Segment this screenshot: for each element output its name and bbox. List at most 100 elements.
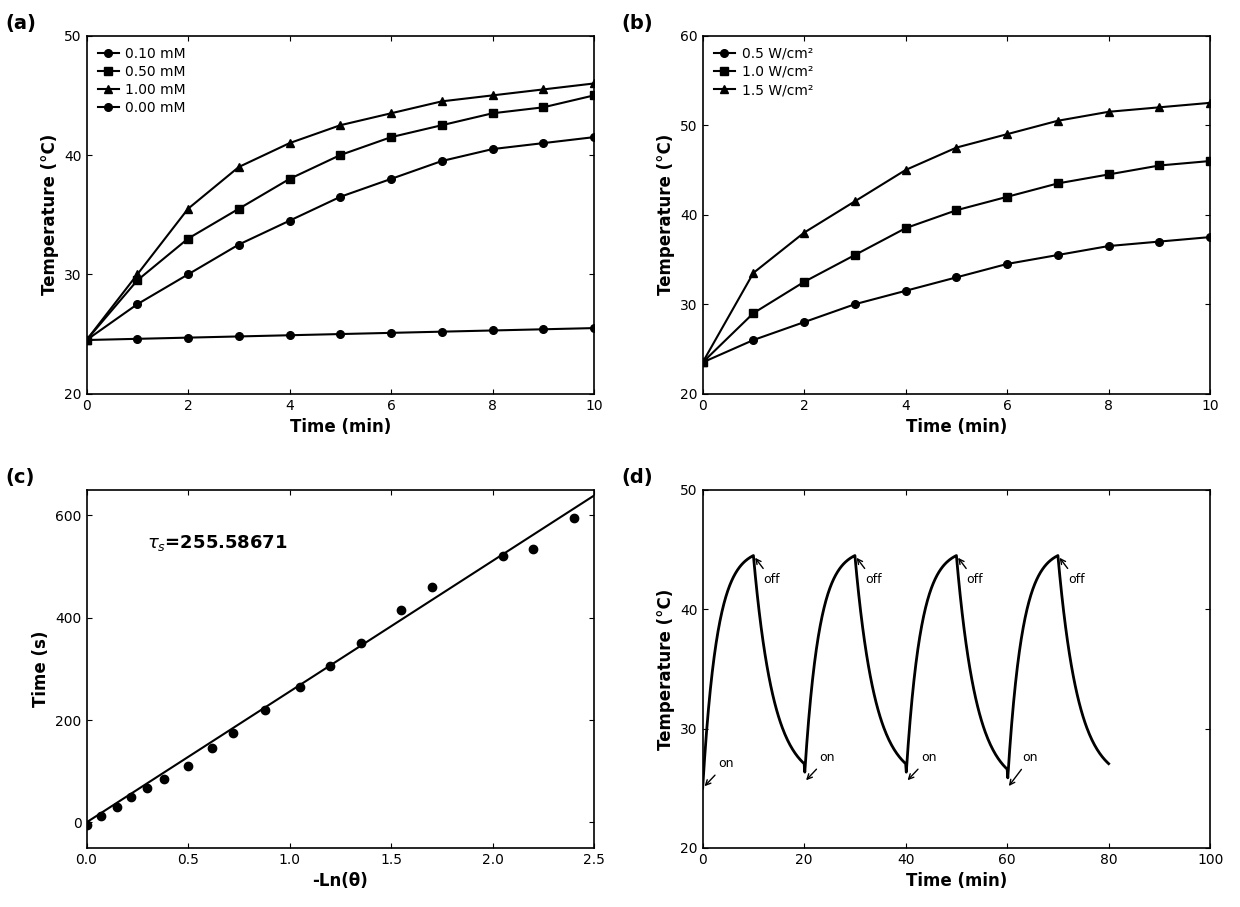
Text: off: off	[858, 559, 882, 587]
Y-axis label: Temperature (°C): Temperature (°C)	[657, 589, 675, 749]
0.50 mM	[232, 203, 247, 214]
0.5 W/cm²	[898, 286, 913, 297]
1.00 mM	[283, 138, 298, 149]
1.0 W/cm²	[746, 307, 761, 318]
0.50 mM	[181, 233, 196, 244]
0.50 mM	[79, 335, 94, 346]
1.0 W/cm²	[696, 357, 711, 368]
1.5 W/cm²	[746, 268, 761, 278]
Y-axis label: Time (s): Time (s)	[32, 630, 50, 707]
1.5 W/cm²	[898, 164, 913, 175]
0.00 mM	[536, 324, 551, 335]
Text: on: on	[909, 751, 936, 779]
0.5 W/cm²	[746, 335, 761, 346]
0.10 mM	[332, 191, 347, 202]
1.5 W/cm²	[1050, 115, 1065, 126]
0.10 mM	[130, 298, 145, 309]
0.50 mM	[485, 108, 500, 119]
Text: on: on	[807, 751, 835, 779]
Text: off: off	[959, 559, 983, 587]
Text: $\tau_s$=255.58671: $\tau_s$=255.58671	[148, 533, 288, 553]
1.5 W/cm²	[999, 129, 1014, 140]
0.10 mM	[232, 239, 247, 250]
1.5 W/cm²	[1152, 102, 1167, 112]
0.5 W/cm²	[1050, 249, 1065, 260]
0.50 mM	[434, 120, 449, 131]
Legend: 0.10 mM, 0.50 mM, 1.00 mM, 0.00 mM: 0.10 mM, 0.50 mM, 1.00 mM, 0.00 mM	[93, 43, 190, 120]
Text: (b): (b)	[621, 15, 653, 34]
0.50 mM	[332, 150, 347, 161]
0.50 mM	[283, 173, 298, 184]
X-axis label: Time (min): Time (min)	[905, 873, 1007, 891]
0.50 mM	[383, 132, 398, 142]
1.0 W/cm²	[898, 223, 913, 234]
Text: off: off	[1060, 559, 1085, 587]
1.5 W/cm²	[797, 227, 812, 238]
0.10 mM	[434, 156, 449, 167]
1.00 mM	[383, 108, 398, 119]
1.00 mM	[181, 203, 196, 214]
0.50 mM	[587, 90, 601, 101]
0.10 mM	[587, 132, 601, 142]
0.5 W/cm²	[1152, 236, 1167, 247]
0.00 mM	[79, 335, 94, 346]
1.00 mM	[434, 96, 449, 107]
Text: off: off	[756, 559, 780, 587]
1.5 W/cm²	[847, 196, 862, 207]
1.00 mM	[79, 335, 94, 346]
1.00 mM	[232, 161, 247, 172]
1.0 W/cm²	[1203, 156, 1218, 167]
1.5 W/cm²	[1203, 97, 1218, 108]
0.00 mM	[332, 328, 347, 339]
Legend: 0.5 W/cm², 1.0 W/cm², 1.5 W/cm²: 0.5 W/cm², 1.0 W/cm², 1.5 W/cm²	[709, 43, 817, 102]
1.0 W/cm²	[1050, 178, 1065, 189]
Line: 1.5 W/cm²: 1.5 W/cm²	[699, 99, 1214, 366]
1.5 W/cm²	[696, 357, 711, 368]
0.00 mM	[181, 332, 196, 343]
Y-axis label: Temperature (°C): Temperature (°C)	[657, 134, 675, 296]
0.5 W/cm²	[1101, 240, 1116, 251]
1.0 W/cm²	[999, 191, 1014, 202]
Text: on: on	[1009, 751, 1038, 785]
1.00 mM	[332, 120, 347, 131]
0.10 mM	[181, 269, 196, 280]
0.5 W/cm²	[797, 317, 812, 327]
1.0 W/cm²	[797, 277, 812, 288]
Line: 0.00 mM: 0.00 mM	[83, 325, 598, 344]
0.00 mM	[587, 323, 601, 334]
0.5 W/cm²	[949, 272, 963, 283]
Text: (d): (d)	[621, 468, 653, 487]
0.50 mM	[130, 275, 145, 286]
X-axis label: -Ln(θ): -Ln(θ)	[312, 873, 368, 891]
1.0 W/cm²	[1101, 169, 1116, 180]
Text: (c): (c)	[5, 468, 35, 487]
Line: 0.5 W/cm²: 0.5 W/cm²	[699, 233, 1214, 366]
1.0 W/cm²	[1152, 160, 1167, 171]
0.5 W/cm²	[847, 298, 862, 309]
Line: 1.0 W/cm²: 1.0 W/cm²	[699, 157, 1214, 366]
0.00 mM	[383, 327, 398, 338]
0.5 W/cm²	[696, 357, 711, 368]
Line: 1.00 mM: 1.00 mM	[83, 80, 598, 344]
X-axis label: Time (min): Time (min)	[905, 418, 1007, 436]
0.10 mM	[485, 143, 500, 154]
0.50 mM	[536, 102, 551, 112]
1.5 W/cm²	[1101, 106, 1116, 117]
0.00 mM	[232, 331, 247, 342]
1.00 mM	[587, 78, 601, 89]
Y-axis label: Temperature (°C): Temperature (°C)	[41, 134, 58, 296]
0.10 mM	[283, 215, 298, 226]
Line: 0.50 mM: 0.50 mM	[83, 92, 598, 344]
0.10 mM	[79, 335, 94, 346]
1.5 W/cm²	[949, 142, 963, 153]
Text: on: on	[706, 757, 733, 785]
1.00 mM	[536, 84, 551, 95]
0.00 mM	[485, 325, 500, 336]
1.0 W/cm²	[949, 205, 963, 216]
0.5 W/cm²	[1203, 231, 1218, 242]
0.00 mM	[434, 327, 449, 337]
Line: 0.10 mM: 0.10 mM	[83, 133, 598, 344]
Text: (a): (a)	[5, 15, 36, 34]
X-axis label: Time (min): Time (min)	[290, 418, 391, 436]
1.00 mM	[130, 269, 145, 280]
